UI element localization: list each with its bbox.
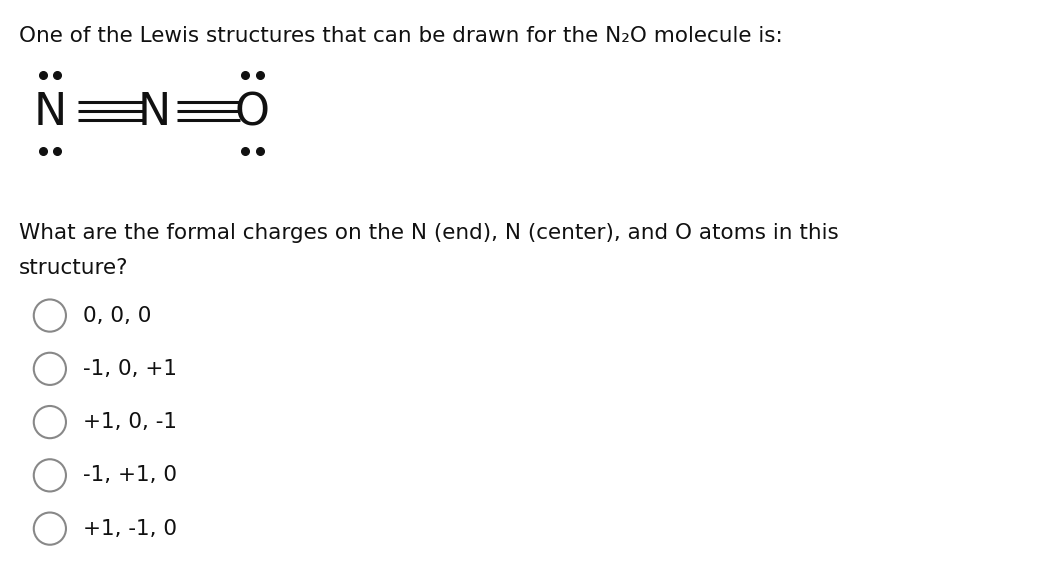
- Text: 0, 0, 0: 0, 0, 0: [83, 306, 151, 325]
- Text: O: O: [235, 91, 270, 134]
- Text: What are the formal charges on the N (end), N (center), and O atoms in this: What are the formal charges on the N (en…: [19, 223, 838, 243]
- Text: structure?: structure?: [19, 258, 128, 278]
- Text: +1, 0, -1: +1, 0, -1: [83, 412, 177, 432]
- Text: N: N: [33, 91, 66, 134]
- Text: -1, +1, 0: -1, +1, 0: [83, 466, 177, 485]
- Text: +1, -1, 0: +1, -1, 0: [83, 519, 177, 538]
- Text: N: N: [137, 91, 170, 134]
- Text: -1, 0, +1: -1, 0, +1: [83, 359, 177, 379]
- Text: One of the Lewis structures that can be drawn for the N₂O molecule is:: One of the Lewis structures that can be …: [19, 26, 782, 46]
